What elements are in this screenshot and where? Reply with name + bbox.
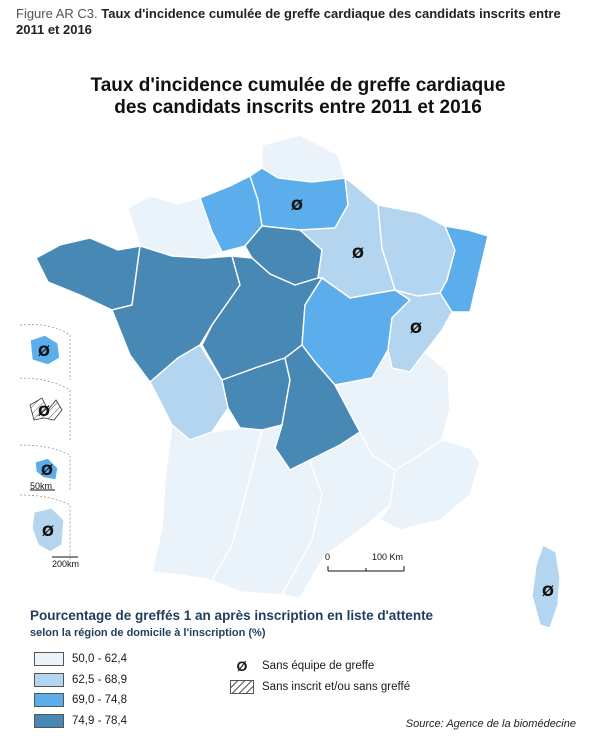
inset-scale-label-guyane: 200km: [52, 559, 79, 569]
no-team-icon: Ø: [236, 658, 248, 674]
no-team-icon: Ø: [542, 584, 554, 600]
scale-distance-label: 100 Km: [372, 552, 403, 562]
legend-swatch: [34, 652, 64, 666]
legend-class-1: 50,0 - 62,4: [34, 651, 127, 667]
legend-label: 69,0 - 74,8: [72, 694, 127, 706]
region-la-reunion[interactable]: [29, 334, 61, 366]
region-martinique[interactable]: [34, 457, 59, 481]
legend-class-4: 74,9 - 78,4: [34, 713, 127, 729]
region-guyane[interactable]: [31, 507, 65, 553]
legend-class-2: 62,5 - 68,9: [34, 672, 127, 688]
region-nord[interactable]: [261, 134, 346, 183]
legend-title: Pourcentage de greffés 1 an après inscri…: [30, 608, 434, 623]
inset-scale-label-martinique: 50km: [30, 481, 52, 491]
region-corse[interactable]: [531, 543, 561, 629]
map-title-line2: des candidats inscrits entre 2011 et 201…: [114, 97, 482, 118]
region-paca[interactable]: [378, 439, 481, 531]
region-poitou-charentes[interactable]: [149, 344, 229, 441]
legend-symbol-label: Sans inscrit et/ou sans greffé: [262, 681, 411, 693]
no-team-markers: Ø Ø Ø Ø Ø Ø Ø Ø: [38, 198, 554, 600]
legend-swatch: [34, 693, 64, 707]
inset-frames: [19, 324, 71, 560]
no-team-icon: Ø: [410, 321, 422, 337]
source-note: Source: Agence de la biomédecine: [405, 718, 576, 730]
no-team-icon: Ø: [41, 463, 53, 479]
legend-symbol-no-team: Ø Sans équipe de greffe: [230, 658, 375, 674]
legend-swatch: [34, 714, 64, 728]
legend-class-3: 69,0 - 74,8: [34, 692, 127, 708]
region-alsace[interactable]: [439, 225, 489, 313]
no-team-icon: Ø: [38, 344, 50, 360]
no-team-icon: Ø: [38, 404, 50, 420]
hatch-icon: [230, 680, 254, 694]
legend-label: 74,9 - 78,4: [72, 715, 127, 727]
legend-symbol-label: Sans équipe de greffe: [262, 660, 375, 672]
region-languedoc-roussillon[interactable]: [280, 430, 396, 599]
legend-label: 50,0 - 62,4: [72, 653, 127, 665]
scale-zero-label: 0: [325, 552, 330, 562]
figure-caption-text: Taux d'incidence cumulée de greffe cardi…: [16, 6, 561, 37]
map-title-line1: Taux d'incidence cumulée de greffe cardi…: [90, 75, 506, 96]
inset-scale-guyane: 200km: [52, 556, 79, 569]
region-bretagne[interactable]: [35, 237, 141, 311]
legend-label: 62,5 - 68,9: [72, 674, 127, 686]
no-team-icon: Ø: [352, 246, 364, 262]
no-team-icon: Ø: [42, 524, 54, 540]
legend-symbol-no-data: Sans inscrit et/ou sans greffé: [230, 679, 410, 695]
figure-caption: Figure AR C3. Taux d'incidence cumulée d…: [16, 6, 586, 38]
legend-swatch: [34, 673, 64, 687]
legend-subtitle: selon la région de domicile à l'inscript…: [30, 627, 266, 639]
region-guadeloupe[interactable]: [29, 397, 63, 421]
inset-scale-martinique: 50km: [30, 481, 55, 491]
figure-label: Figure AR C3.: [16, 6, 98, 21]
scale-bar: 0 100 Km: [325, 552, 405, 572]
no-team-icon: Ø: [291, 198, 303, 214]
